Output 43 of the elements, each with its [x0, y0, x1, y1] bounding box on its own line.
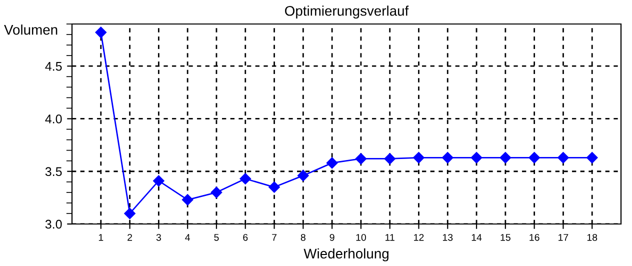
x-tick-label: 17: [558, 234, 568, 241]
point: [470, 152, 482, 164]
y-tick-label: 4.5: [45, 62, 62, 71]
point: [442, 152, 454, 164]
point: [298, 170, 309, 182]
point: [153, 175, 164, 186]
y-tick-label: 4.0: [45, 114, 62, 124]
x-tick-label: 5: [214, 234, 219, 241]
point: [384, 153, 396, 164]
x-tick-label: 10: [356, 234, 366, 241]
x-tick-label: 2: [128, 234, 132, 241]
y-tick-label: 3.5: [45, 167, 62, 176]
point: [500, 152, 512, 164]
point: [240, 173, 251, 184]
x-tick-label: 9: [330, 234, 334, 241]
point: [586, 152, 598, 164]
x-tick-label: 15: [500, 234, 510, 241]
x-tick-label: 18: [587, 234, 598, 241]
x-tick-label: 11: [386, 234, 394, 241]
point: [355, 153, 367, 164]
point: [558, 152, 569, 164]
x-tick-label: 16: [530, 234, 540, 241]
chart-title: Optimierungsverlauf: [285, 6, 409, 19]
point: [528, 152, 540, 164]
x-tick-label: 13: [442, 234, 453, 241]
point: [326, 157, 338, 169]
x-tick-label: 6: [243, 234, 248, 241]
y-axis-title: Volumen: [4, 24, 58, 35]
x-tick-label: 14: [472, 234, 482, 241]
point: [268, 182, 280, 193]
point: [210, 186, 222, 198]
y-tick-label: 3.0: [45, 220, 62, 229]
x-tick-label: 12: [414, 234, 424, 241]
x-tick-label: 4: [185, 234, 190, 241]
point: [124, 208, 136, 220]
x-axis-title: Wiederholung: [304, 248, 388, 262]
point: [95, 26, 106, 38]
x-tick-label: 7: [272, 234, 276, 241]
x-tick-label: 3: [156, 234, 161, 241]
x-tick-label: 8: [300, 234, 306, 241]
point: [413, 152, 424, 164]
point: [182, 194, 194, 206]
x-tick-label: 1: [98, 234, 104, 241]
